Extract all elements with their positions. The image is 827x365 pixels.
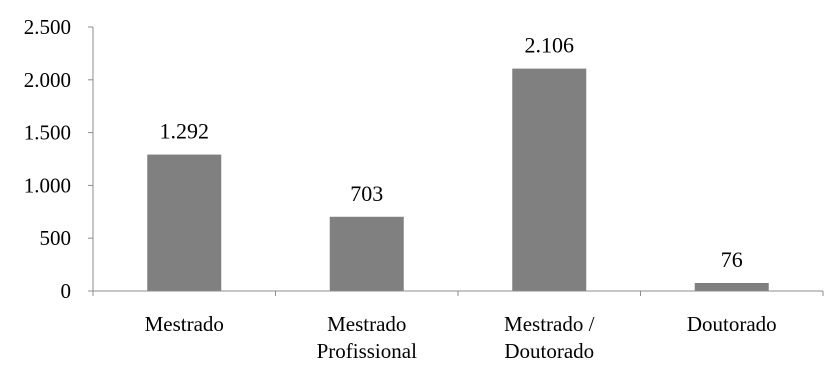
data-label: 2.106 <box>525 33 575 58</box>
category-label-line: Doutorado <box>687 312 777 336</box>
y-axis: 0 500 1.000 1.500 2.000 2.500 <box>24 15 94 303</box>
data-label: 76 <box>721 247 743 272</box>
y-tick-label: 500 <box>40 226 72 250</box>
data-label: 1.292 <box>160 119 210 144</box>
y-tick-label: 1.000 <box>24 173 71 197</box>
category-label: Doutorado <box>687 312 777 336</box>
bar <box>329 216 404 291</box>
category-label-line: Mestrado <box>327 312 406 336</box>
category-label-line: Mestrado / <box>504 312 595 336</box>
bar <box>147 154 222 291</box>
category-label: Mestrado <box>145 312 224 336</box>
category-label-line: Mestrado <box>145 312 224 336</box>
data-label: 703 <box>350 181 383 206</box>
y-tick-label: 2.500 <box>24 15 71 39</box>
category-label-line: Doutorado <box>504 339 594 363</box>
y-tick-label: 1.500 <box>24 121 71 145</box>
bar <box>512 68 587 291</box>
data-labels: 1.292 703 2.106 76 <box>160 33 743 272</box>
y-tick-label: 2.000 <box>24 68 71 92</box>
category-label: Mestrado / Doutorado <box>504 312 595 363</box>
x-axis: Mestrado Mestrado Profissional Mestrado / Do… <box>92 290 824 363</box>
bars <box>147 68 769 291</box>
y-tick-label: 0 <box>61 279 72 303</box>
bar <box>694 282 769 291</box>
category-label: Mestrado Profissional <box>317 312 418 363</box>
category-label-line: Profissional <box>317 339 418 363</box>
